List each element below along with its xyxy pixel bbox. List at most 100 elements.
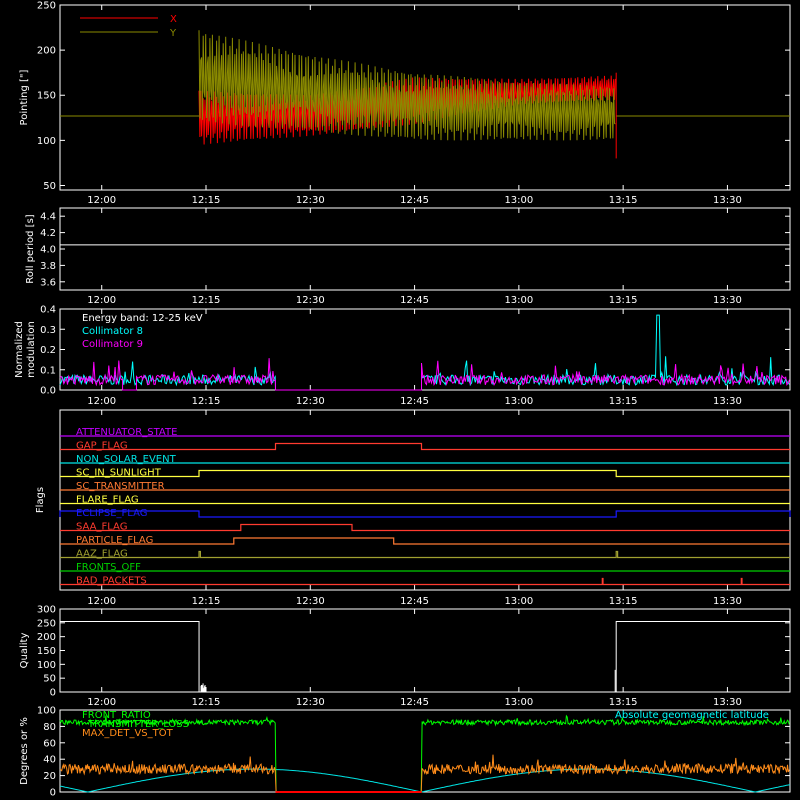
roll-ytick-label: 3.8 (40, 261, 56, 272)
pointing-xtick-label: 13:15 (609, 195, 638, 206)
modulation-legend-c9: Collimator 9 (82, 339, 143, 350)
flag-label-eclipse-flag: ECLIPSE_FLAG (76, 508, 147, 519)
ratios-ytick-label: 80 (43, 722, 56, 733)
ratios-series-front-ratio (59, 714, 790, 793)
ratios-series-latitude (59, 768, 791, 793)
roll-xtick-label: 13:15 (609, 295, 638, 306)
pointing-xtick-label: 13:30 (713, 195, 742, 206)
ratios-ytick-label: 0 (50, 788, 56, 799)
flag-label-saa-flag: SAA_FLAG (76, 522, 127, 533)
flag-label-gap-flag: GAP_FLAG (76, 441, 128, 452)
quality-xtick-label: 13:00 (504, 697, 533, 708)
flag-label-flare-flag: FLARE_FLAG (76, 495, 139, 506)
legend-x-label: X (170, 14, 177, 25)
roll-xtick-label: 12:00 (87, 295, 116, 306)
quality-series (60, 620, 790, 693)
flag-label-non-solar-event: NON_SOLAR_EVENT (76, 454, 177, 465)
flag-label-particle-flag: PARTICLE_FLAG (76, 535, 153, 546)
ratios-ylabel: Degrees or % (19, 717, 30, 785)
flag-label-bad-packets: BAD_PACKETS (76, 576, 147, 587)
ratios-ytick-label: 100 (37, 706, 56, 717)
modulation-series-c9 (59, 358, 790, 391)
flag-label-fronts-off: FRONTS_OFF (76, 562, 141, 573)
modulation-xtick-label: 13:30 (713, 396, 742, 407)
flags-ylabel: Flags (35, 487, 46, 513)
modulation-xtick-label: 12:15 (192, 396, 221, 407)
modulation-xtick-label: 12:30 (296, 396, 325, 407)
roll-xtick-label: 13:30 (713, 295, 742, 306)
ratios-ytick-label: 60 (43, 738, 56, 749)
modulation-ylabel-line2: modulation (26, 321, 37, 378)
pointing-series-y (198, 30, 616, 141)
quality-ytick-label: 50 (43, 674, 56, 685)
flags-xtick-label: 12:30 (296, 596, 325, 607)
quality-ytick-label: 100 (37, 660, 56, 671)
modulation-xtick-label: 12:45 (400, 396, 429, 407)
pointing-ylabel: Pointing ["] (19, 69, 30, 125)
flags-xtick-label: 12:00 (87, 596, 116, 607)
ratios-ytick-label: 40 (43, 755, 56, 766)
pointing-xtick-label: 12:15 (192, 195, 221, 206)
flag-trace-bad-packets (60, 577, 790, 586)
pointing-ytick-label: 150 (37, 91, 56, 102)
ratios-label-latitude: Absolute geomagnetic latitude (615, 710, 769, 721)
roll-xtick-label: 12:15 (192, 295, 221, 306)
flag-trace-aaz-flag (60, 550, 790, 559)
modulation-legend-c8: Collimator 8 (82, 326, 143, 337)
pointing-ytick-label: 200 (37, 46, 56, 57)
roll-ytick-label: 4.4 (40, 212, 56, 223)
modulation-xtick-label: 12:00 (87, 396, 116, 407)
modulation-xtick-label: 13:00 (504, 396, 533, 407)
quality-ytick-label: 300 (37, 605, 56, 616)
flags-panel-frame (59, 409, 791, 591)
roll-ytick-label: 4.2 (40, 228, 56, 239)
quality-xtick-label: 12:45 (400, 697, 429, 708)
flags-xtick-label: 13:30 (713, 596, 742, 607)
flags-xtick-label: 13:00 (504, 596, 533, 607)
flag-label-sc-transmitter: SC_TRANSMITTER (76, 481, 165, 492)
flag-trace-sc-in-sunlight (60, 469, 790, 478)
quality-ytick-label: 200 (37, 632, 56, 643)
pointing-xtick-label: 12:45 (400, 195, 429, 206)
legend-y-label: Y (169, 28, 177, 39)
ratios-ytick-label: 20 (43, 771, 56, 782)
flags-xtick-label: 12:15 (192, 596, 221, 607)
pointing-ytick-label: 100 (37, 136, 56, 147)
roll-ytick-label: 4.0 (40, 245, 56, 256)
quality-xtick-label: 12:30 (296, 697, 325, 708)
roll-xtick-label: 13:00 (504, 295, 533, 306)
modulation-ytick-label: 0.4 (40, 305, 56, 316)
flag-trace-eclipse-flag (59, 510, 791, 518)
flag-label-sc-in-sunlight: SC_IN_SUNLIGHT (76, 468, 162, 479)
pointing-ytick-label: 50 (43, 181, 56, 192)
modulation-xtick-label: 13:15 (609, 396, 638, 407)
roll-xtick-label: 12:30 (296, 295, 325, 306)
quality-xtick-label: 12:15 (192, 697, 221, 708)
pointing-xtick-label: 13:00 (504, 195, 533, 206)
ratios-label-front-ratio: FRONT_RATIO (82, 710, 151, 721)
ratios-label-max-det: MAX_DET_VS_TOT (82, 728, 174, 739)
quality-xtick-label: 13:30 (713, 697, 742, 708)
modulation-ytick-label: 0.1 (40, 365, 56, 376)
quality-xtick-label: 12:00 (87, 697, 116, 708)
quality-xtick-label: 13:15 (609, 697, 638, 708)
pointing-xtick-label: 12:30 (296, 195, 325, 206)
quality-ylabel: Quality (19, 633, 30, 669)
modulation-annotation: Energy band: 12-25 keV (82, 313, 203, 324)
flags-xtick-label: 13:15 (609, 596, 638, 607)
pointing-xtick-label: 12:00 (87, 195, 116, 206)
modulation-series-c8 (59, 314, 790, 391)
roll-ytick-label: 3.6 (40, 277, 56, 288)
quality-ytick-label: 0 (50, 688, 56, 699)
modulation-ytick-label: 0.2 (40, 345, 56, 356)
modulation-ylabel: Normalized (14, 321, 25, 378)
quality-ytick-label: 250 (37, 618, 56, 629)
flag-trace-particle-flag (60, 537, 790, 545)
pointing-ytick-label: 250 (37, 1, 56, 12)
ratios-label-transmitter-loss: TRANSMITTER_LOSS (87, 719, 189, 730)
flag-trace-saa-flag (60, 523, 790, 532)
modulation-ytick-label: 0.0 (40, 386, 56, 397)
roll-ylabel: Roll period [s] (25, 214, 36, 283)
